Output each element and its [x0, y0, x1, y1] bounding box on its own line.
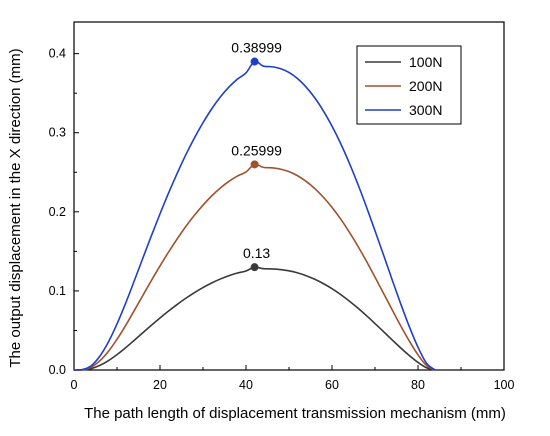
x-tick-label: 40 [239, 378, 253, 392]
peak-annotations: 0.38999 0.25999 0.13 [231, 40, 282, 272]
peak-point [250, 57, 259, 66]
peak-value-label: 0.25999 [231, 142, 282, 158]
x-tick-label: 20 [153, 378, 167, 392]
y-tick-label: 0.4 [49, 47, 66, 61]
x-tick-label: 0 [71, 378, 78, 392]
peak-value-label: 0.13 [243, 245, 270, 261]
legend-box [356, 45, 462, 125]
y-tick-label: 0.3 [49, 126, 66, 140]
x-axis: 0 20 40 60 80 100 [71, 365, 515, 392]
y-tick-label: 0.1 [49, 284, 66, 298]
legend-label: 100N [409, 54, 442, 70]
peak-point [250, 160, 259, 169]
peak-value-label: 0.38999 [231, 40, 282, 56]
x-tick-label: 100 [494, 378, 515, 392]
y-tick-label: 0.0 [49, 363, 66, 377]
peak-point [250, 263, 259, 272]
legend-label: 300N [409, 102, 442, 118]
series-line-100n [73, 266, 436, 371]
y-axis-label: The output displacement in the X directi… [7, 48, 24, 367]
legend-label: 200N [409, 78, 442, 94]
x-tick-label: 60 [325, 378, 339, 392]
y-tick-label: 0.2 [49, 205, 66, 219]
x-axis-label: The path length of displacement transmis… [84, 405, 506, 422]
x-tick-label: 80 [411, 378, 425, 392]
legend: 100N 200N 300N [356, 45, 462, 125]
